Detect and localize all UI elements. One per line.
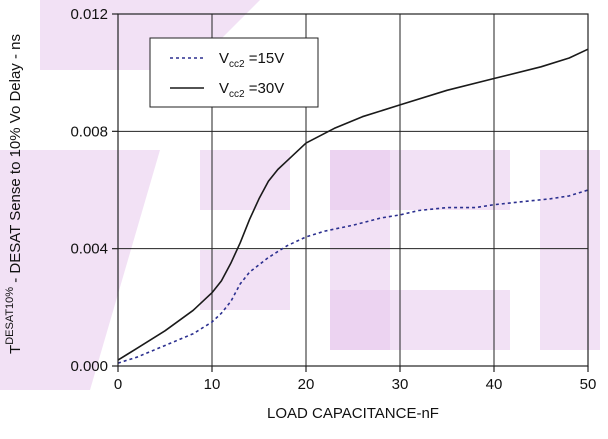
x-tick-label: 30 bbox=[392, 376, 409, 393]
y-tick-label: 0.000 bbox=[70, 358, 108, 375]
y-tick-label: 0.004 bbox=[70, 241, 108, 258]
plot-frame bbox=[117, 13, 589, 367]
series-line-1 bbox=[117, 189, 589, 364]
watermark-shape bbox=[0, 150, 160, 390]
series-line-2 bbox=[117, 48, 589, 361]
watermark-shape bbox=[330, 290, 510, 350]
x-tick-label: 0 bbox=[114, 376, 122, 393]
legend-entry-series-2-label: V bbox=[219, 80, 229, 97]
y-tick-label: 0.012 bbox=[70, 6, 108, 23]
watermark-shape bbox=[540, 150, 600, 350]
watermark-shape bbox=[200, 150, 290, 210]
x-tick-label: 50 bbox=[580, 376, 597, 393]
x-axis-title: LOAD CAPACITANCE-nF bbox=[267, 405, 439, 422]
legend-entry-series-1: Vcc2 =15V bbox=[219, 50, 284, 70]
x-tick-label: 20 bbox=[298, 376, 315, 393]
legend: Vcc2 =15V Vcc2 =30V bbox=[149, 37, 319, 108]
y-axis-title-prefix: T bbox=[7, 345, 24, 354]
tick-labels: 0 10 20 30 40 50 0.000 0.004 0.008 0.012 bbox=[70, 6, 596, 393]
y-tick-label: 0.008 bbox=[70, 123, 108, 140]
y-axis-title-suffix: - DESAT Sense to 10% Vo Delay - ns bbox=[7, 34, 24, 287]
watermark-logo bbox=[0, 0, 600, 390]
watermark-shape bbox=[200, 250, 290, 310]
legend-box bbox=[149, 37, 319, 108]
x-tick-label: 10 bbox=[204, 376, 221, 393]
axes bbox=[112, 13, 589, 372]
x-tick-label: 40 bbox=[486, 376, 503, 393]
series-layer bbox=[117, 48, 589, 364]
legend-entry-series-1-sub: cc2 bbox=[229, 59, 245, 70]
legend-entry-series-1-suffix: =15V bbox=[245, 50, 285, 67]
y-axis-title-superscript: DESAT10% bbox=[4, 287, 16, 345]
legend-entry-series-2: Vcc2 =30V bbox=[219, 80, 284, 100]
legend-entry-series-1-label: V bbox=[219, 50, 229, 67]
y-axis-title: TDESAT10% - DESAT Sense to 10% Vo Delay … bbox=[4, 34, 24, 354]
legend-entry-series-2-suffix: =30V bbox=[245, 80, 285, 97]
legend-entry-series-2-sub: cc2 bbox=[229, 89, 245, 100]
